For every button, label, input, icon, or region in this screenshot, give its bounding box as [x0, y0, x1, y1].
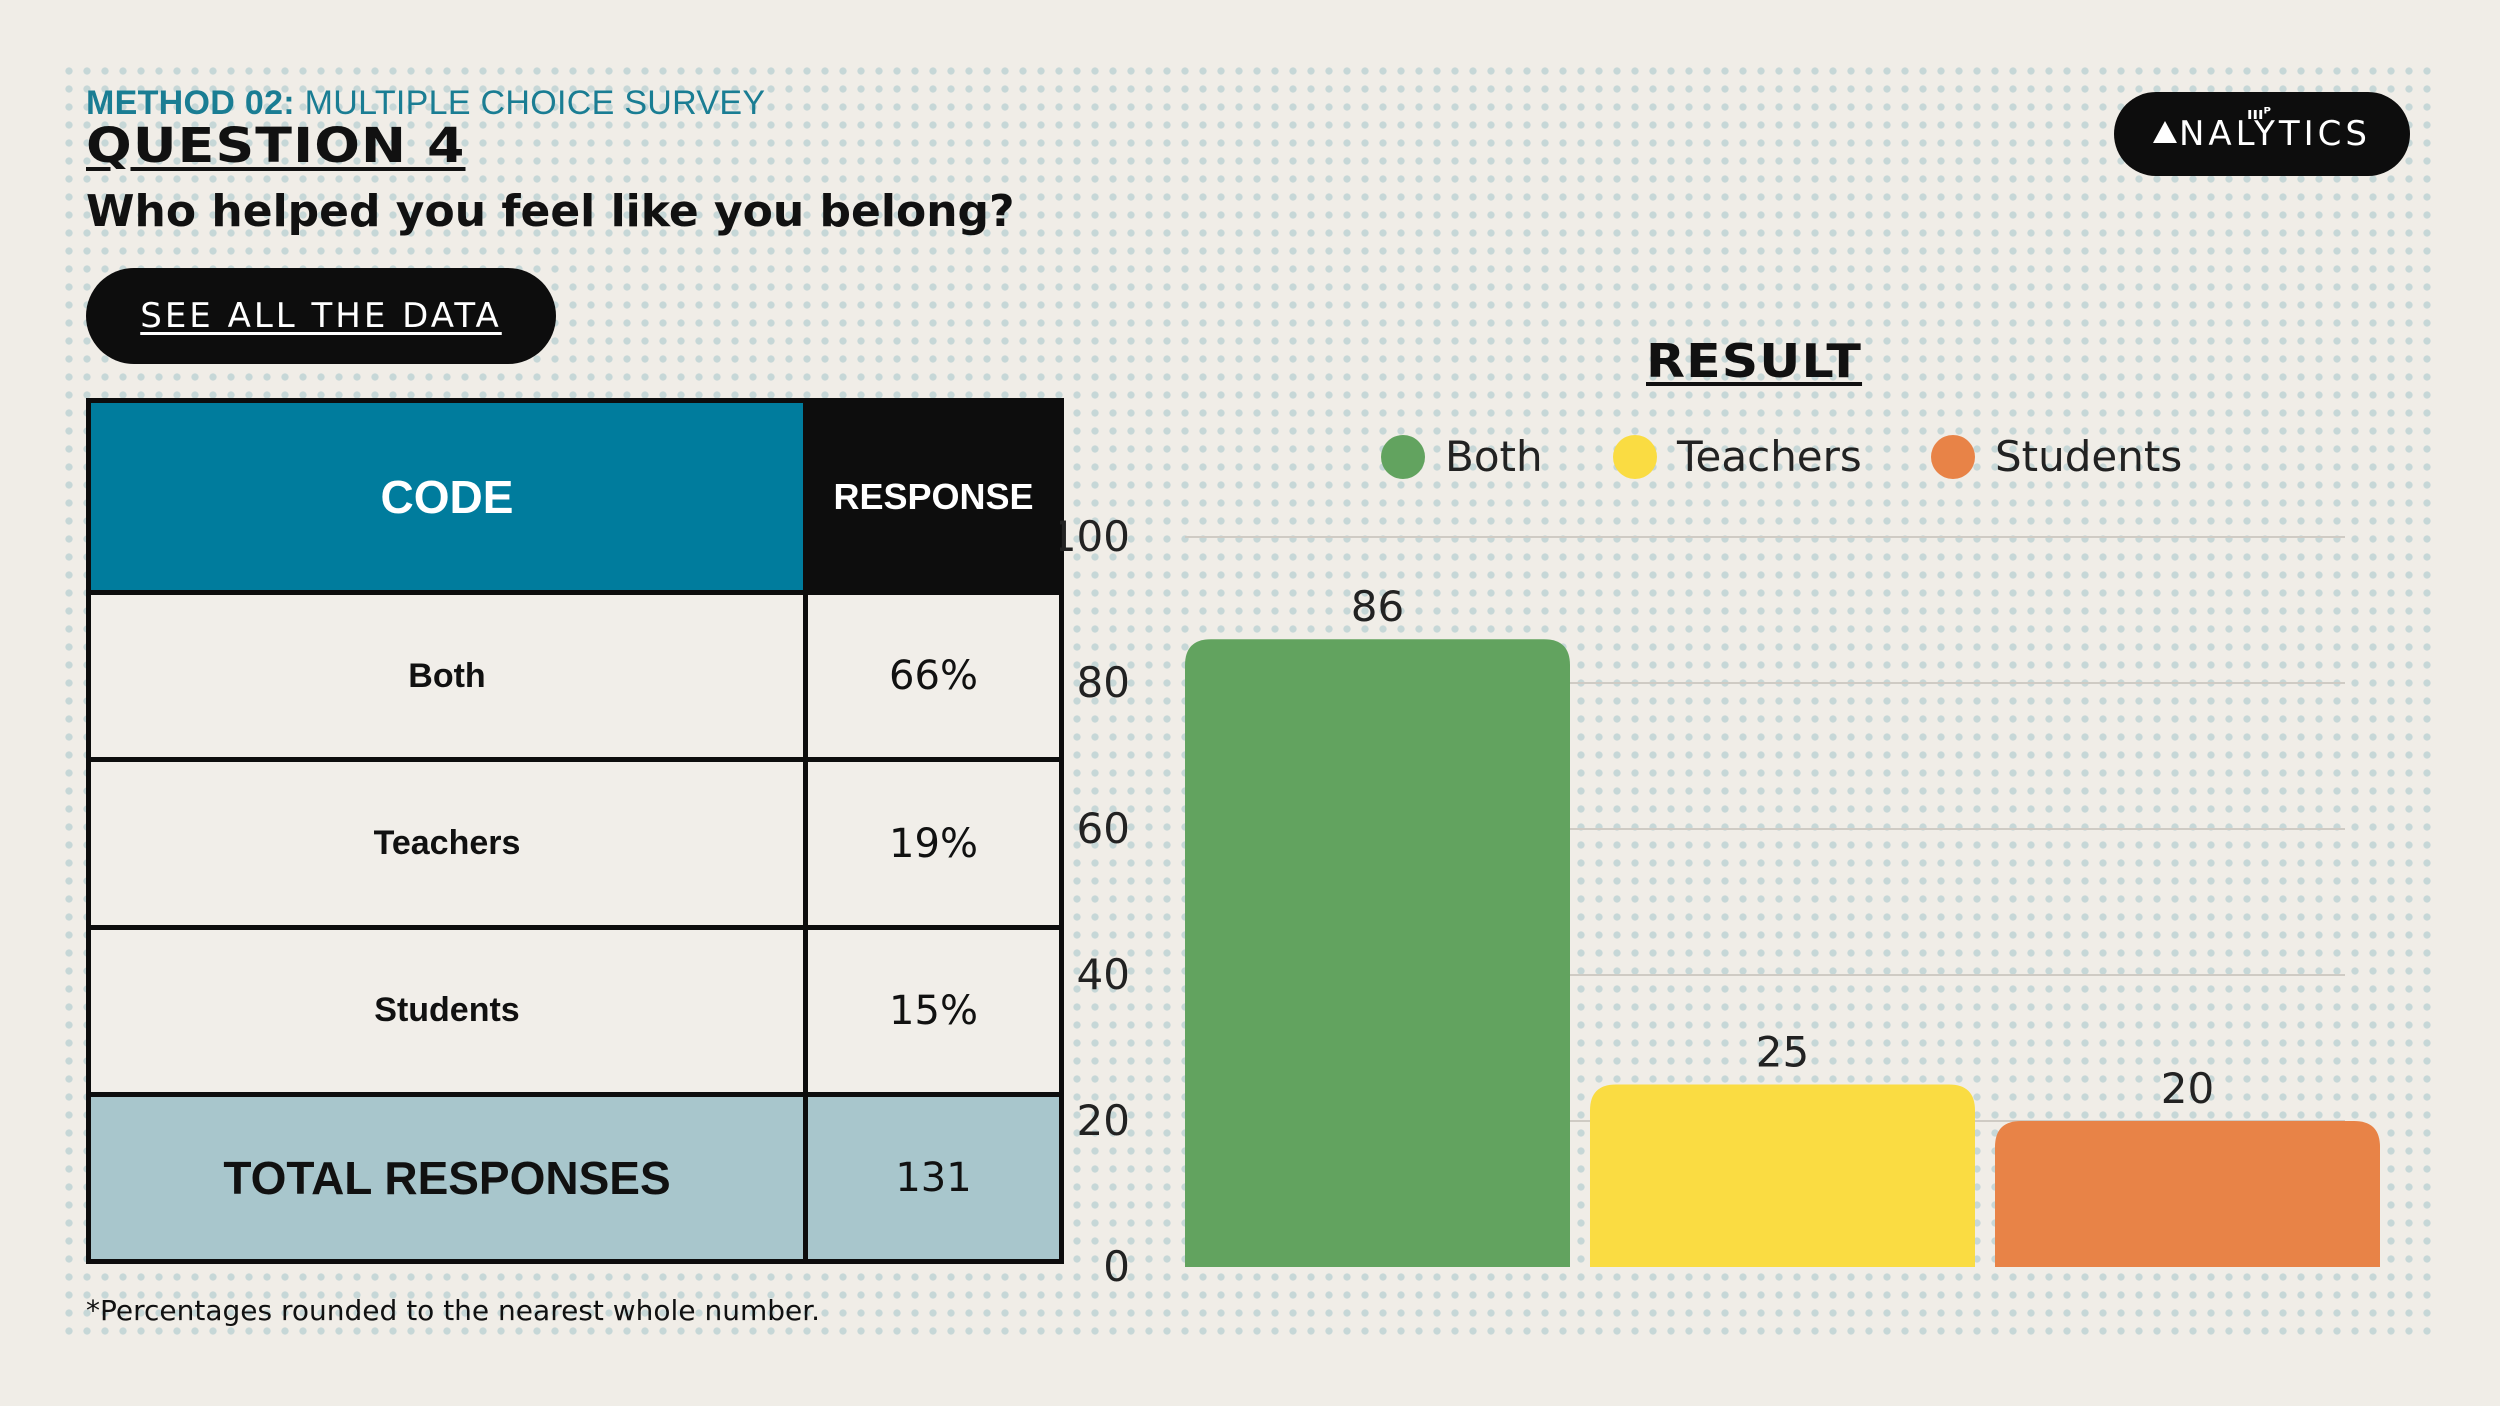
y-tick-label: 20: [1077, 1096, 1130, 1145]
y-tick-label: 60: [1077, 804, 1130, 853]
question-title: QUESTION 4: [86, 118, 466, 174]
legend-label: Both: [1445, 432, 1543, 481]
y-axis: 0 20 40 60 80 100: [1060, 512, 1130, 1290]
analytics-logo: ıııᴾ NALYTICS: [2114, 92, 2410, 176]
table-header-row: CODE RESPONSE: [86, 397, 1064, 596]
chart-legend: Both Teachers Students: [1381, 432, 2182, 481]
y-tick-label: 40: [1077, 950, 1130, 999]
see-all-data-button[interactable]: SEE ALL THE DATA: [86, 268, 556, 364]
data-label: 86: [1351, 582, 1404, 631]
y-tick-label: 0: [1103, 1242, 1130, 1290]
data-labels: 86 25 20: [1351, 582, 2214, 1113]
total-value: 131: [803, 1091, 1064, 1265]
row-response: 19%: [803, 757, 1064, 930]
bar-both: [1185, 639, 1570, 1267]
header-code: CODE: [86, 397, 808, 596]
bars: [1185, 639, 2380, 1267]
table-row: Teachers 19%: [86, 757, 1064, 930]
y-tick-label: 100: [1060, 512, 1130, 561]
data-label: 20: [2161, 1064, 2214, 1113]
legend-label: Students: [1995, 432, 2182, 481]
footnote: *Percentages rounded to the nearest whol…: [86, 1294, 821, 1327]
bar-chart: Both Teachers Students 0 20 40 60 80 100 86 25 20: [1060, 432, 2380, 1290]
header-response: RESPONSE: [803, 397, 1064, 596]
row-response: 15%: [803, 924, 1064, 1097]
row-code: Students: [86, 924, 808, 1097]
chart-title: RESULT: [1646, 334, 1863, 388]
table-row: Students 15%: [86, 924, 1064, 1097]
row-code: Both: [86, 590, 808, 763]
logo-mark-icon: ıııᴾ: [2247, 104, 2271, 123]
row-code: Teachers: [86, 757, 808, 930]
total-label: TOTAL RESPONSES: [86, 1091, 808, 1265]
legend-swatch: [1381, 435, 1425, 479]
data-label: 25: [1756, 1028, 1809, 1077]
question-prompt: Who helped you feel like you belong?: [86, 186, 1015, 237]
table-row: Both 66%: [86, 590, 1064, 763]
logo-text: NALYTICS: [2178, 114, 2371, 154]
method-label: METHOD 02: MULTIPLE CHOICE SURVEY: [86, 84, 766, 122]
bar-students: [1995, 1121, 2380, 1267]
row-response: 66%: [803, 590, 1064, 763]
bar-teachers: [1590, 1084, 1975, 1267]
logo-triangle-icon: [2152, 121, 2177, 143]
legend-swatch: [1613, 435, 1657, 479]
response-table: CODE RESPONSE Both 66% Teachers 19% Stud…: [86, 397, 1064, 1265]
legend-swatch: [1931, 435, 1975, 479]
total-row: TOTAL RESPONSES 131: [86, 1091, 1064, 1265]
legend-label: Teachers: [1676, 432, 1862, 481]
y-tick-label: 80: [1077, 658, 1130, 707]
